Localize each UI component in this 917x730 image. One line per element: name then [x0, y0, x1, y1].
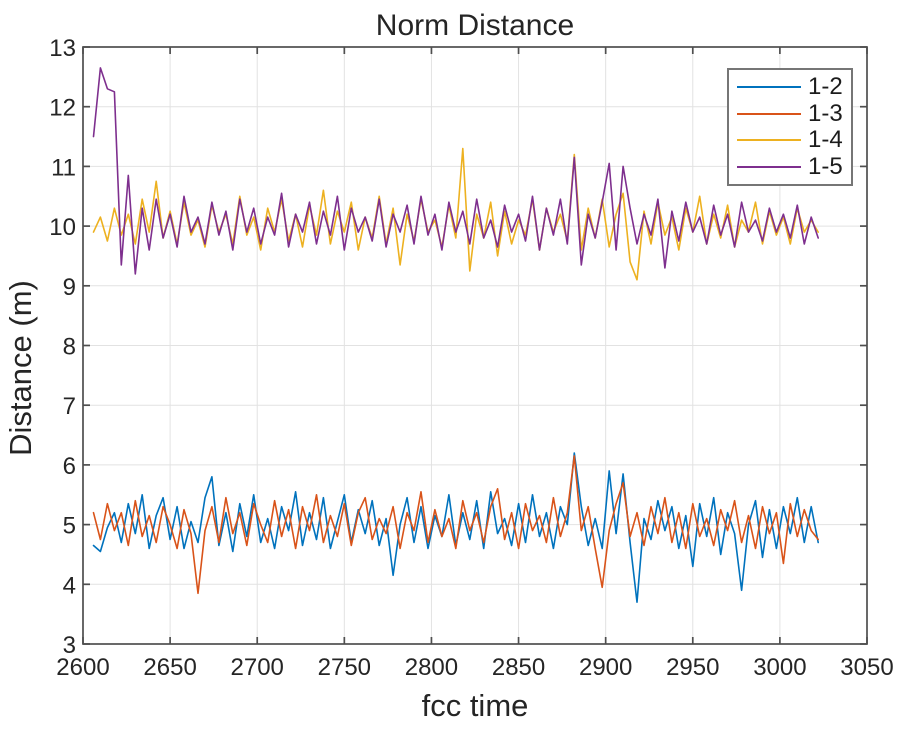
x-axis-label: fcc time — [422, 688, 529, 723]
y-tick-label: 4 — [63, 572, 76, 599]
x-tick-label: 3000 — [753, 654, 806, 681]
legend-label: 1-3 — [808, 99, 843, 127]
x-tick-label: 2900 — [579, 654, 632, 681]
y-tick-label: 9 — [63, 274, 76, 301]
y-tick-label: 6 — [63, 453, 76, 480]
y-tick-label: 10 — [49, 214, 76, 241]
y-tick-label: 12 — [49, 95, 76, 122]
legend-item-1-3: 1-3 — [737, 99, 851, 127]
legend-label: 1-5 — [808, 152, 843, 180]
series-line-1-4 — [92, 147, 820, 281]
y-tick-label: 8 — [63, 334, 76, 361]
legend-item-1-2: 1-2 — [737, 75, 851, 99]
legend: 1-2 1-3 1-4 1-5 — [727, 68, 853, 186]
chart-title: Norm Distance — [376, 9, 574, 42]
series-line-1-5 — [92, 67, 820, 275]
x-tick-label: 2750 — [318, 654, 371, 681]
series-lines — [92, 67, 820, 604]
y-tick-label: 13 — [49, 35, 76, 62]
y-tick-label: 11 — [51, 154, 76, 181]
y-tick-label: 5 — [63, 513, 76, 540]
y-tick-label: 7 — [63, 393, 76, 420]
x-tick-label: 2950 — [666, 654, 719, 681]
legend-label: 1-4 — [808, 126, 843, 154]
legend-line-sample — [737, 139, 801, 142]
x-tick-label: 2650 — [143, 654, 196, 681]
series-line-1-3 — [92, 455, 820, 595]
legend-item-1-4: 1-4 — [737, 128, 851, 152]
plot-border — [82, 46, 868, 645]
legend-line-sample — [737, 112, 801, 115]
x-tick-label: 2800 — [405, 654, 458, 681]
legend-line-sample — [737, 86, 801, 89]
y-axis-label: Distance (m) — [3, 280, 38, 456]
legend-item-1-5: 1-5 — [737, 152, 851, 180]
x-tick-label: 2600 — [56, 654, 109, 681]
legend-line-sample — [737, 165, 801, 168]
x-tick-label: 2700 — [231, 654, 284, 681]
gridlines — [83, 47, 867, 644]
legend-label: 1-2 — [808, 73, 843, 101]
x-tick-label: 3050 — [840, 654, 893, 681]
x-tick-label: 2850 — [492, 654, 545, 681]
x-tick-labels: 2600 2650 2700 2750 2800 2850 2900 2950 3000 3050 — [56, 654, 893, 681]
y-tick-label: 3 — [63, 632, 76, 659]
y-tick-labels: 3 4 5 6 7 8 9 10 11 12 13 — [49, 35, 76, 659]
